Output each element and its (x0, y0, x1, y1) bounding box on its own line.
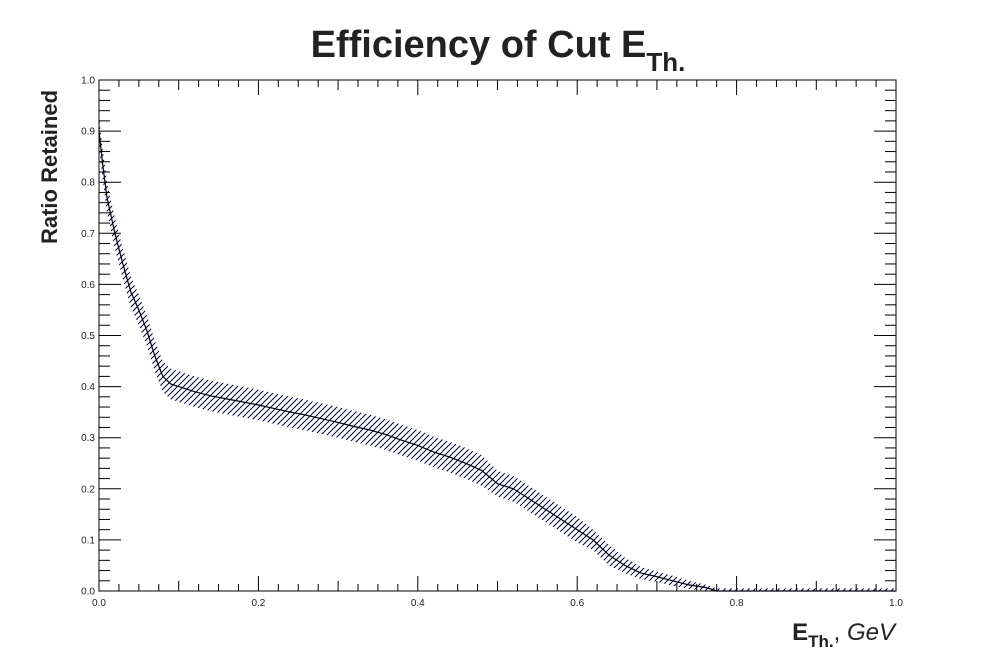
x-tick-label: 1.0 (889, 598, 903, 609)
y-tick-labels: 0.0 0.1 0.2 0.3 0.4 0.5 0.6 0.7 0.8 0.9 1.0 (81, 76, 95, 598)
x-axis-label: ETh., GeV (792, 619, 897, 651)
chart-title-main: Efficiency of Cut E (311, 24, 647, 66)
plot-frame (98, 79, 897, 592)
y-tick-label: 1.0 (81, 76, 95, 87)
efficiency-line (98, 131, 896, 592)
y-tick-label: 0.2 (81, 484, 95, 495)
x-axis-label-unit: GeV (847, 619, 897, 646)
x-tick-labels: 0.0 0.2 0.4 0.6 0.8 1.0 (92, 598, 903, 609)
x-axis-label-sub: Th. (808, 632, 834, 651)
y-tick-label: 0.7 (81, 229, 95, 240)
y-tick-label: 0.8 (81, 178, 95, 189)
y-tick-label: 0.1 (81, 535, 95, 546)
y-tick-label: 0.4 (81, 382, 95, 393)
x-tick-label: 0.2 (251, 598, 265, 609)
x-tick-label: 0.4 (411, 598, 425, 609)
y-tick-label: 0.5 (81, 331, 95, 342)
chart-title: Efficiency of Cut ETh. (311, 24, 686, 77)
y-tick-label: 0.0 (81, 587, 95, 598)
y-axis-label: Ratio Retained (37, 90, 62, 244)
uncertainty-band (99, 115, 896, 592)
x-tick-label: 0.6 (570, 598, 584, 609)
y-tick-label: 0.6 (81, 280, 95, 291)
axis-ticks (98, 79, 897, 592)
x-axis-label-main: E (792, 619, 808, 646)
chart-title-sub: Th. (646, 47, 685, 77)
x-tick-label: 0.0 (92, 598, 106, 609)
x-tick-label: 0.8 (730, 598, 744, 609)
x-axis-label-sep: , (834, 619, 847, 646)
y-tick-label: 0.3 (81, 433, 95, 444)
y-tick-label: 0.9 (81, 127, 95, 138)
